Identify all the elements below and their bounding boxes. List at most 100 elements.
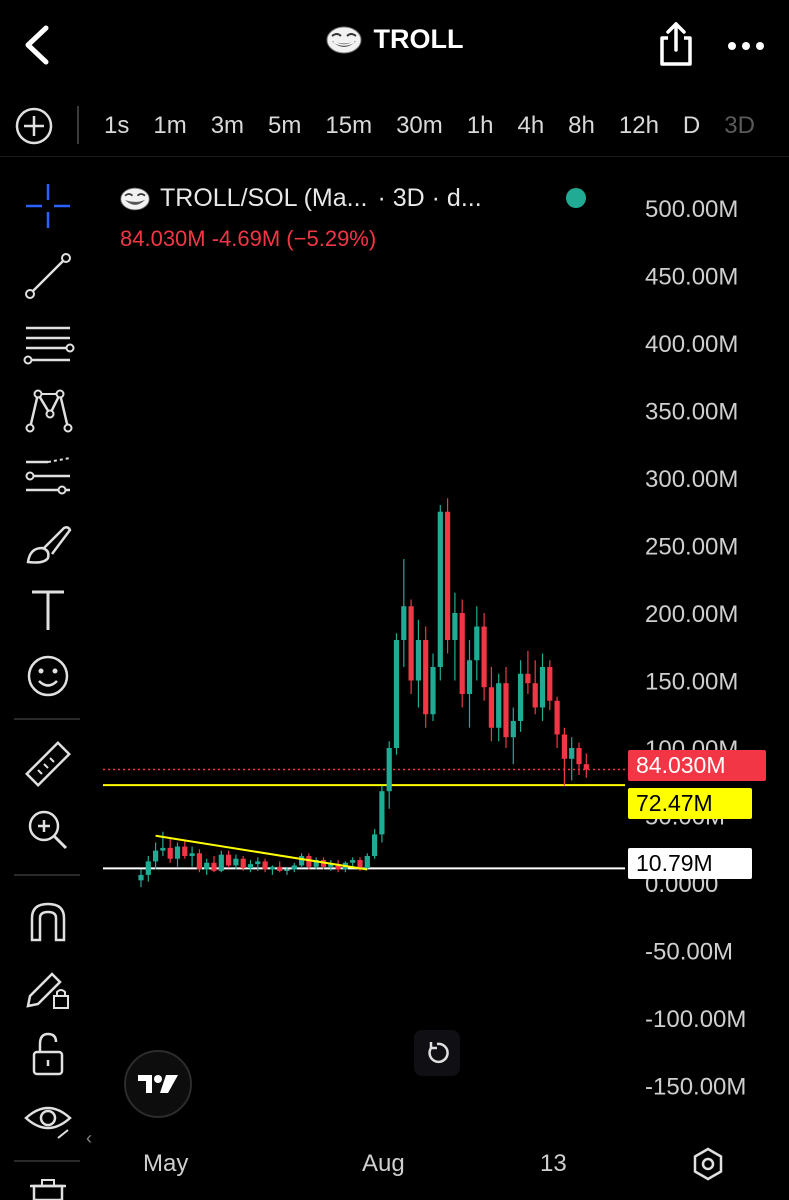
chart-legend[interactable]: TROLL/SOL (Ma... · 3D · d... [120,184,482,213]
candle-body [583,764,589,770]
interval-list: 1s 1m 3m 5m 15m 30m 1h 4h 8h 12h D 3D [92,96,767,156]
candle-body [174,846,181,859]
add-indicator-icon[interactable] [14,106,54,146]
candle-body [211,862,217,871]
candle-body [284,869,290,871]
candle-body [335,864,341,870]
trend-line-icon[interactable] [18,248,78,304]
candle-body [226,854,232,866]
candle-body [145,861,151,875]
fib-levels-icon[interactable] [18,316,78,372]
y-axis-tick-label: 350.00M [645,399,738,426]
candle-body [350,860,356,863]
candle-body [218,854,224,871]
candle-body [466,660,473,694]
interval-1h[interactable]: 1h [466,112,494,139]
zoom-in-icon[interactable] [18,800,78,856]
yellow-line-price-tag: 72.47M [628,788,752,819]
lock-drawing-icon[interactable] [18,960,78,1016]
interval-1m[interactable]: 1m [153,112,187,139]
crosshair-icon[interactable] [18,178,78,234]
candle-body [554,700,560,735]
candle-body [430,667,436,715]
chevron-left-icon[interactable] [18,22,58,68]
reset-chart-button[interactable] [414,1030,460,1076]
candle-body [277,866,283,871]
header: TROLL [0,0,789,90]
legend-symbol: TROLL/SOL (Ma... [160,184,368,212]
troll-face-icon [120,187,150,210]
x-axis-label: Aug [362,1150,405,1177]
candle-body [160,847,166,851]
candle-body [445,511,451,640]
ruler-icon[interactable] [18,736,78,792]
candle-body [474,626,480,661]
candle-body [518,673,524,721]
interval-d[interactable]: D [682,112,701,139]
candle-body [247,864,254,869]
candle-body [233,858,239,866]
candle-body [393,640,400,748]
candle-body [189,853,195,856]
title-area: TROLL [0,24,789,59]
candle-body [153,850,159,862]
interval-4h[interactable]: 4h [517,112,545,139]
interval-1s[interactable]: 1s [104,112,130,139]
interval-12h[interactable]: 12h [618,112,659,139]
candle-body [401,606,407,640]
candle-body [532,683,538,708]
candle-body [204,862,210,870]
candle-body [138,874,144,881]
interval-30m[interactable]: 30m [396,112,443,139]
candle-body [452,613,458,640]
candle-body [182,846,188,856]
candle-body [459,613,465,694]
y-axis-tick-label: 450.00M [645,264,738,291]
candle-body [503,683,509,738]
candle-body [481,626,487,688]
interval-15m[interactable]: 15m [325,112,373,139]
y-axis-tick-label: 300.00M [645,466,738,493]
candle-body [167,847,173,859]
trendline [155,834,368,871]
projection-icon[interactable] [18,450,78,506]
more-horizontal-icon[interactable] [724,28,768,64]
candle-body [437,511,443,667]
current-price-tag: 84.030M [628,750,766,781]
white-line-price-tag: 10.79M [628,848,752,879]
candle-body [357,860,363,869]
candle-body [510,721,516,738]
collapse-toolbar-icon[interactable]: ‹ [86,1128,92,1148]
candle-body [569,748,575,759]
toolbar-divider [14,718,80,720]
candlestick-chart[interactable]: 500.00M 450.00M 400.00M 350.00M 300.00M 250.0… [100,162,789,1132]
magnet-icon[interactable] [18,894,78,950]
tradingview-logo[interactable] [124,1050,192,1118]
divider [77,106,79,144]
candle-body [561,734,567,759]
pattern-icon[interactable] [18,382,78,438]
y-axis-tick-label: 250.00M [645,534,738,561]
candle-body [525,673,531,684]
text-icon[interactable] [18,582,78,638]
y-axis-tick-label: -50.00M [645,939,733,966]
interval-8h[interactable]: 8h [568,112,595,139]
interval-3m[interactable]: 3m [210,112,245,139]
eye-icon[interactable] [18,1090,78,1146]
candle-body [415,640,421,681]
trash-icon[interactable] [18,1178,78,1200]
y-axis-tick-label: 400.00M [645,331,738,358]
interval-5m[interactable]: 5m [268,112,302,139]
brush-icon[interactable] [18,516,78,572]
candle-body [262,861,268,870]
toolbar-divider [14,874,80,876]
chart-area[interactable]: 500.00M 450.00M 400.00M 350.00M 300.00M 250.0… [100,162,789,1132]
interval-3d[interactable]: 3D [724,112,755,139]
interval-bar: 1s 1m 3m 5m 15m 30m 1h 4h 8h 12h D 3D [0,96,789,157]
unlock-icon[interactable] [18,1026,78,1082]
candle-body [539,667,546,708]
settings-hexagon-icon[interactable] [690,1146,726,1182]
share-icon[interactable] [656,20,696,68]
candle-body [240,858,246,869]
emoji-icon[interactable] [18,648,78,704]
